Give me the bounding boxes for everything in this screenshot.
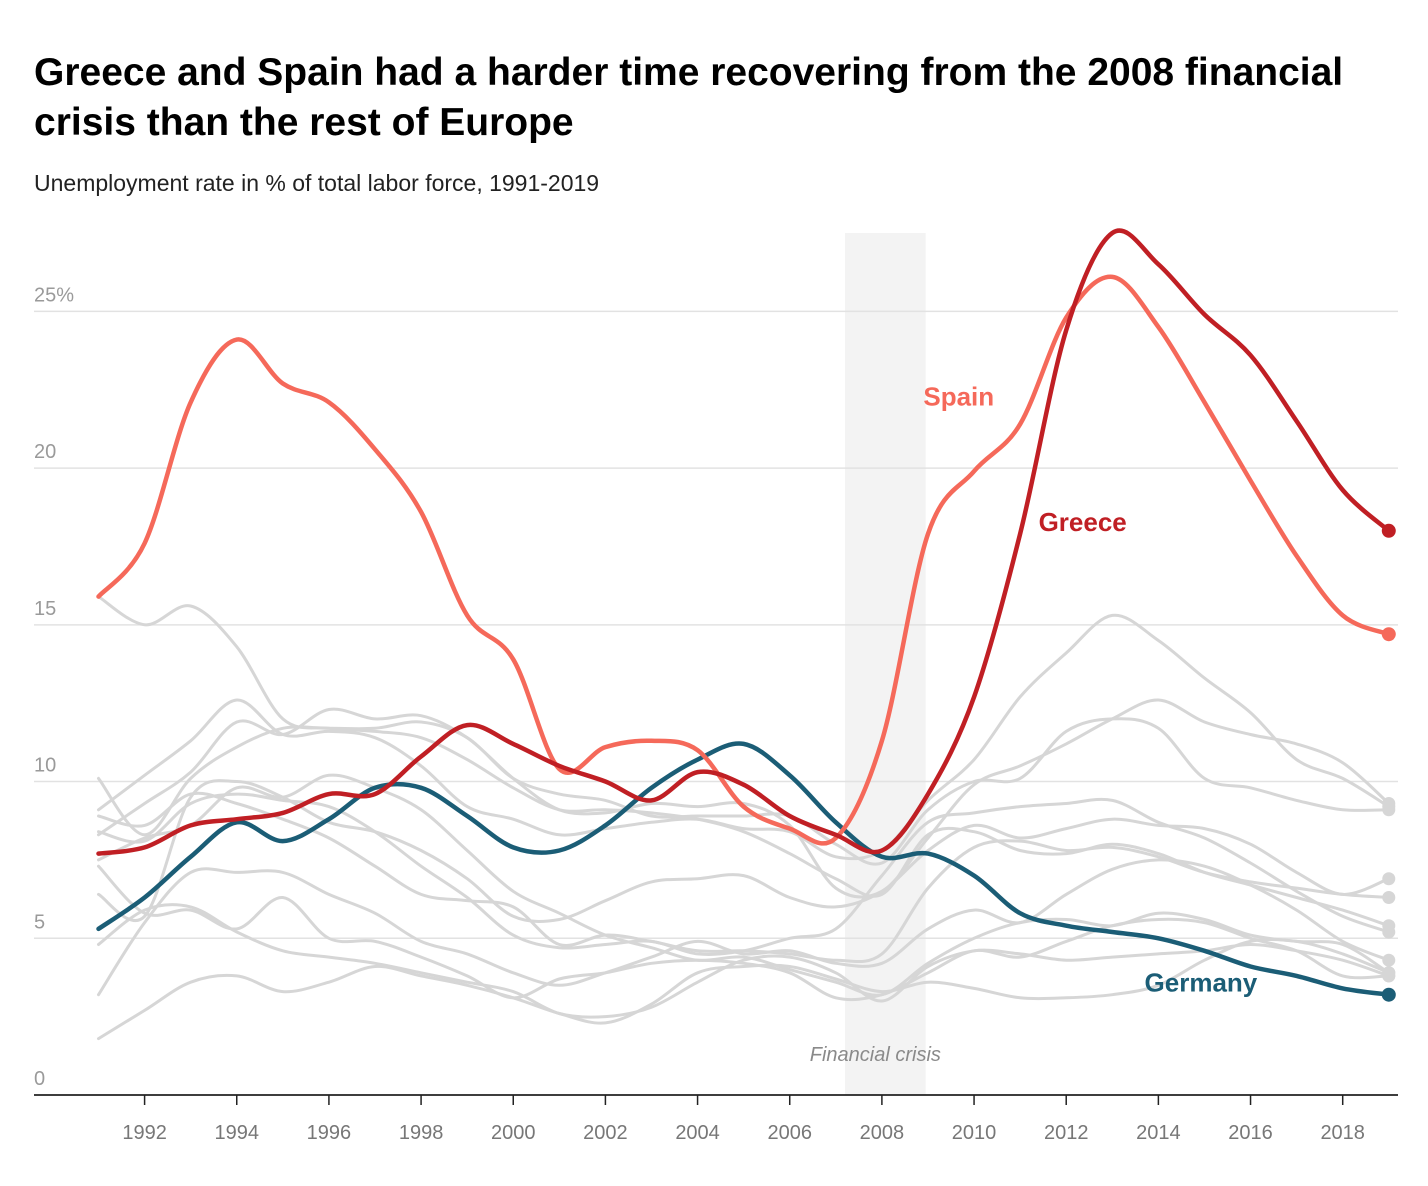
other-country-endpoint [1382,891,1396,905]
x-tick-label: 2004 [675,1122,720,1144]
x-tick-label: 1994 [215,1122,260,1144]
other-country-endpoint [1382,925,1396,939]
x-axis: 1992 1994 1996 1998 2000 2002 2004 2006 2008 2010… [34,1094,1398,1144]
financial-crisis-annotation: Financial crisis [810,1044,941,1066]
x-tick-label: 2012 [1044,1122,1089,1144]
y-axis-labels: 0 5 10 15 20 25% [34,284,74,1090]
other-country-line-12 [97,903,1391,1019]
x-tick-label: 2010 [952,1122,997,1144]
germany-label: Germany [1145,968,1258,998]
germany-line [96,741,1392,997]
y-tick-label: 0 [34,1068,45,1090]
germany-endpoint [1381,987,1396,1002]
other-country-line-4 [97,717,1391,866]
y-tick-label: 20 [34,441,56,463]
other-country-line-7 [97,864,1391,1002]
greece-label: Greece [1039,507,1127,537]
other-country-line-8 [97,937,1391,1041]
series-labels: Germany Spain Greece [923,381,1257,997]
x-tick-label: 2014 [1136,1122,1181,1144]
other-country-line-11 [97,792,1391,956]
x-tick-label: 2002 [583,1122,628,1144]
x-tick-label: 2000 [491,1122,536,1144]
other-country-endpoint [1382,872,1396,886]
x-tick-label: 2016 [1228,1122,1273,1144]
chart-subtitle: Unemployment rate in % of total labor fo… [34,170,600,196]
x-tick-label: 2008 [860,1122,905,1144]
x-tick-label: 2018 [1320,1122,1365,1144]
y-tick-label: 15 [34,598,56,620]
other-country-endpoint [1382,796,1396,810]
chart-title: Greece and Spain had a harder time recov… [34,51,1344,144]
x-tick-label: 1996 [307,1122,352,1144]
gridlines [34,310,1398,940]
y-tick-label: 5 [34,911,45,933]
other-country-line-10 [97,773,1391,997]
other-country-endpoint [1382,953,1396,967]
spain-endpoint [1381,627,1396,642]
spain-line [96,274,1392,846]
other-country-line-5 [97,698,1391,899]
other-countries-lines [97,595,1396,1041]
other-country-line-9 [97,791,1391,964]
x-tick-label: 2006 [767,1122,812,1144]
greece-endpoint [1381,523,1396,538]
y-tick-label: 10 [34,755,56,777]
spain-label: Spain [923,381,994,411]
x-tick-label: 1998 [399,1122,444,1144]
other-country-line-2 [97,613,1391,861]
y-tick-label: 25% [34,284,74,306]
greece-line [96,228,1392,856]
other-country-endpoint [1382,969,1396,983]
highlighted-lines [96,228,1396,1002]
x-tick-label: 1992 [122,1122,167,1144]
